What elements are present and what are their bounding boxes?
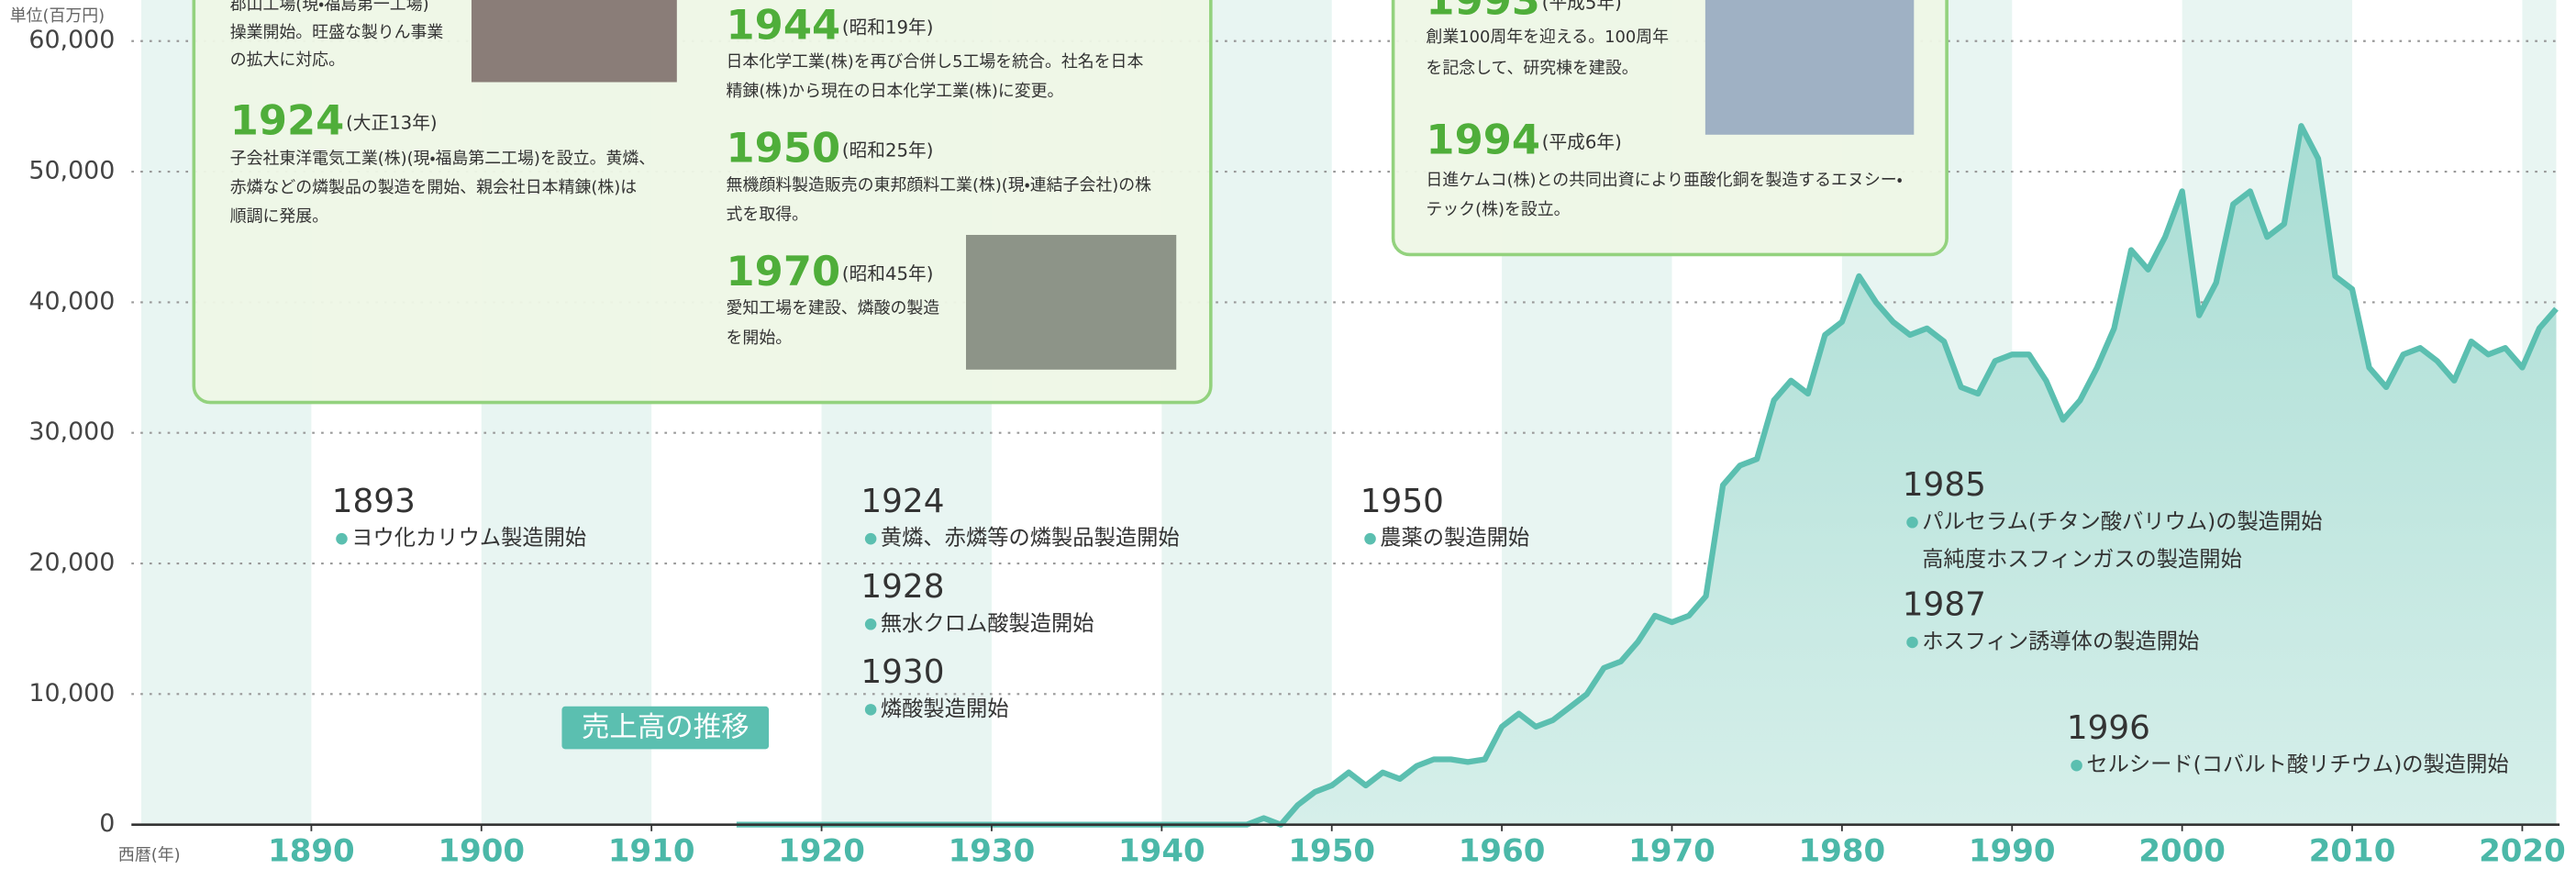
- annotation-year: 1996: [2067, 709, 2150, 747]
- x-tick-label: 1980: [1799, 833, 1886, 869]
- y-unit: 単位(百万円): [10, 6, 105, 26]
- x-unit: 西暦(年): [118, 846, 181, 865]
- x-tick-label: 2020: [2479, 833, 2566, 869]
- bullet: [1364, 533, 1376, 545]
- series-label: 売上高の推移: [582, 711, 749, 743]
- bullet: [865, 618, 877, 630]
- annotation-text: 高純度ホスフィンガスの製造開始: [1922, 547, 2242, 572]
- x-tick-label: 1900: [438, 833, 525, 869]
- history-text: 愛知工場を建設、燐酸の製造: [727, 299, 940, 318]
- bullet: [865, 533, 877, 545]
- history-text: の拡大に対応。: [230, 50, 345, 70]
- x-tick-label: 1950: [1288, 833, 1375, 869]
- history-year: 1994: [1426, 116, 1540, 164]
- history-text: 日進ケムコ(株)との共同出資により亜酸化銅を製造するエヌシー・: [1426, 171, 1902, 190]
- bullet: [1906, 517, 1918, 529]
- annotation-text: 無水クロム酸製造開始: [881, 611, 1094, 636]
- history-text: テック(株)を設立。: [1426, 200, 1570, 219]
- photo: [472, 0, 677, 83]
- history-text: 日本化学工業(株)を再び合併し5工場を統合。社名を日本: [727, 52, 1144, 72]
- annotation-text: セルシード(コバルト酸リチウム)の製造開始: [2086, 752, 2508, 777]
- y-tick-label: 10,000: [28, 679, 115, 707]
- annotation-year: 1893: [332, 483, 416, 520]
- bullet: [1906, 637, 1918, 649]
- x-tick-label: 1960: [1459, 833, 1546, 869]
- annotation-year: 1985: [1903, 466, 1986, 504]
- history-era: (昭和45年): [842, 262, 934, 284]
- x-tick-label: 2000: [2138, 833, 2226, 869]
- history-text: 操業開始。旺盛な製りん事業: [230, 23, 444, 42]
- history-era: (平成5年): [1542, 0, 1622, 13]
- annotation-text: 黄燐、赤燐等の燐製品製造開始: [881, 526, 1180, 551]
- annotation-year: 1924: [861, 483, 944, 520]
- bullet: [2071, 760, 2082, 772]
- annotation-year: 1930: [861, 653, 944, 691]
- history-text: を開始。: [727, 329, 793, 348]
- history-year: 1950: [727, 124, 841, 173]
- history-text: 創業100周年を迎える。100周年: [1426, 28, 1669, 47]
- x-tick-label: 1930: [949, 833, 1036, 869]
- y-tick-label: 30,000: [28, 418, 115, 446]
- history-text: 式を取得。: [727, 206, 808, 225]
- history-year: 1993: [1426, 0, 1540, 25]
- x-tick-label: 1920: [778, 833, 865, 869]
- history-year: 1924: [230, 95, 345, 144]
- photo: [1705, 0, 1914, 135]
- annotation-year: 1928: [861, 568, 944, 606]
- history-text: 赤燐などの燐製品の製造を開始、親会社日本精錬(株)は: [230, 178, 637, 197]
- history-era: (昭和25年): [842, 139, 934, 161]
- y-tick-label: 60,000: [28, 26, 115, 54]
- history-era: (大正13年): [346, 112, 438, 133]
- x-tick-label: 1940: [1118, 833, 1205, 869]
- x-tick-label: 2010: [2309, 833, 2396, 869]
- annotation-text: ヨウ化カリウム製造開始: [351, 526, 586, 551]
- x-tick-label: 1910: [608, 833, 695, 869]
- x-tick-label: 1990: [1969, 833, 2056, 869]
- y-tick-label: 40,000: [28, 287, 115, 316]
- body: {"chart_data": { "type": "area", "label"…: [0, 0, 2576, 869]
- bullet: [865, 704, 877, 716]
- history-text: 無機顔料製造販売の東邦顔料工業(株)(現・連結子会社)の株: [727, 175, 1152, 195]
- annotation-text: 農薬の製造開始: [1380, 526, 1529, 551]
- bullet: [336, 533, 348, 545]
- history-text: 順調に発展。: [230, 206, 328, 226]
- x-tick-label: 1970: [1628, 833, 1715, 869]
- page: 売上高の推移 html, body { margin: 0; padding: …: [0, 0, 2576, 869]
- history-era: (昭和19年): [842, 17, 934, 38]
- history-text: 子会社東洋電気工業(株)(現・福島第二工場)を設立。黄燐、: [230, 150, 655, 169]
- history-text: 精錬(株)から現在の日本化学工業(株)に変更。: [727, 82, 1064, 101]
- history-year: 1944: [727, 0, 841, 49]
- y-tick-label: 0: [99, 809, 115, 838]
- history-text: を記念して、研究棟を建設。: [1426, 59, 1638, 78]
- history-era: (平成6年): [1542, 131, 1622, 152]
- history-year: 1970: [727, 247, 841, 295]
- annotation-text: ホスフィン誘導体の製造開始: [1922, 629, 2199, 653]
- annotation-year: 1950: [1360, 483, 1444, 520]
- chart: 0 10,000 20,000 30,000 40,000 50,000 60,000 189…: [0, 0, 2576, 869]
- annotation-text: 燐酸製造開始: [881, 696, 1009, 721]
- photo: [966, 235, 1176, 370]
- y-tick-label: 20,000: [28, 549, 115, 577]
- y-tick-label: 50,000: [28, 157, 115, 185]
- x-tick-label: 1890: [268, 833, 355, 869]
- annotation-text: パルセラム(チタン酸バリウム)の製造開始: [1922, 509, 2322, 534]
- annotation-year: 1987: [1903, 586, 1986, 624]
- history-text: 郡山工場(現・福島第一工場): [230, 0, 429, 14]
